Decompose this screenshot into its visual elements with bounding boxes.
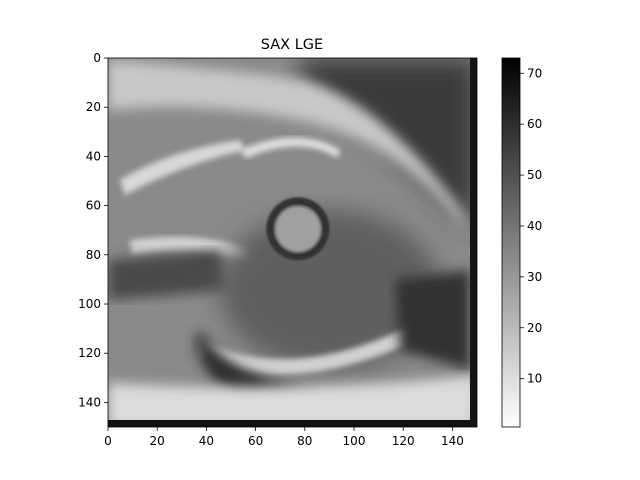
colorbar-tick-label: 30 <box>527 270 542 284</box>
colorbar-tick-label: 70 <box>527 66 542 80</box>
y-tick-label: 100 <box>78 297 101 311</box>
colorbar-tick-label: 10 <box>527 372 542 386</box>
y-tick-label: 40 <box>86 149 101 163</box>
x-tick-label: 80 <box>297 434 312 448</box>
colorbar-tick-label: 50 <box>527 168 542 182</box>
x-tick-label: 120 <box>392 434 415 448</box>
y-axis: 0 20 40 60 80 100 120 140 <box>78 51 108 409</box>
y-tick-label: 20 <box>86 100 101 114</box>
colorbar <box>501 57 521 428</box>
x-tick-label: 40 <box>199 434 214 448</box>
colorbar-tick-label: 20 <box>527 321 542 335</box>
x-axis: 0 20 40 60 80 100 120 140 <box>104 427 464 448</box>
x-tick-label: 60 <box>248 434 263 448</box>
y-tick-label: 0 <box>93 51 101 65</box>
x-tick-label: 20 <box>150 434 165 448</box>
plot-frame <box>107 57 478 428</box>
heatmap-image <box>108 58 477 427</box>
colorbar-axis: 10 20 30 40 50 60 70 <box>520 66 542 386</box>
colorbar-tick-label: 40 <box>527 219 542 233</box>
chart-title: SAX LGE <box>261 37 323 53</box>
y-tick-label: 80 <box>86 248 101 262</box>
x-tick-label: 0 <box>104 434 112 448</box>
x-tick-label: 100 <box>343 434 366 448</box>
y-tick-label: 120 <box>78 346 101 360</box>
x-tick-label: 140 <box>441 434 464 448</box>
y-tick-label: 60 <box>86 199 101 213</box>
y-tick-label: 140 <box>78 395 101 409</box>
colorbar-tick-label: 60 <box>527 117 542 131</box>
